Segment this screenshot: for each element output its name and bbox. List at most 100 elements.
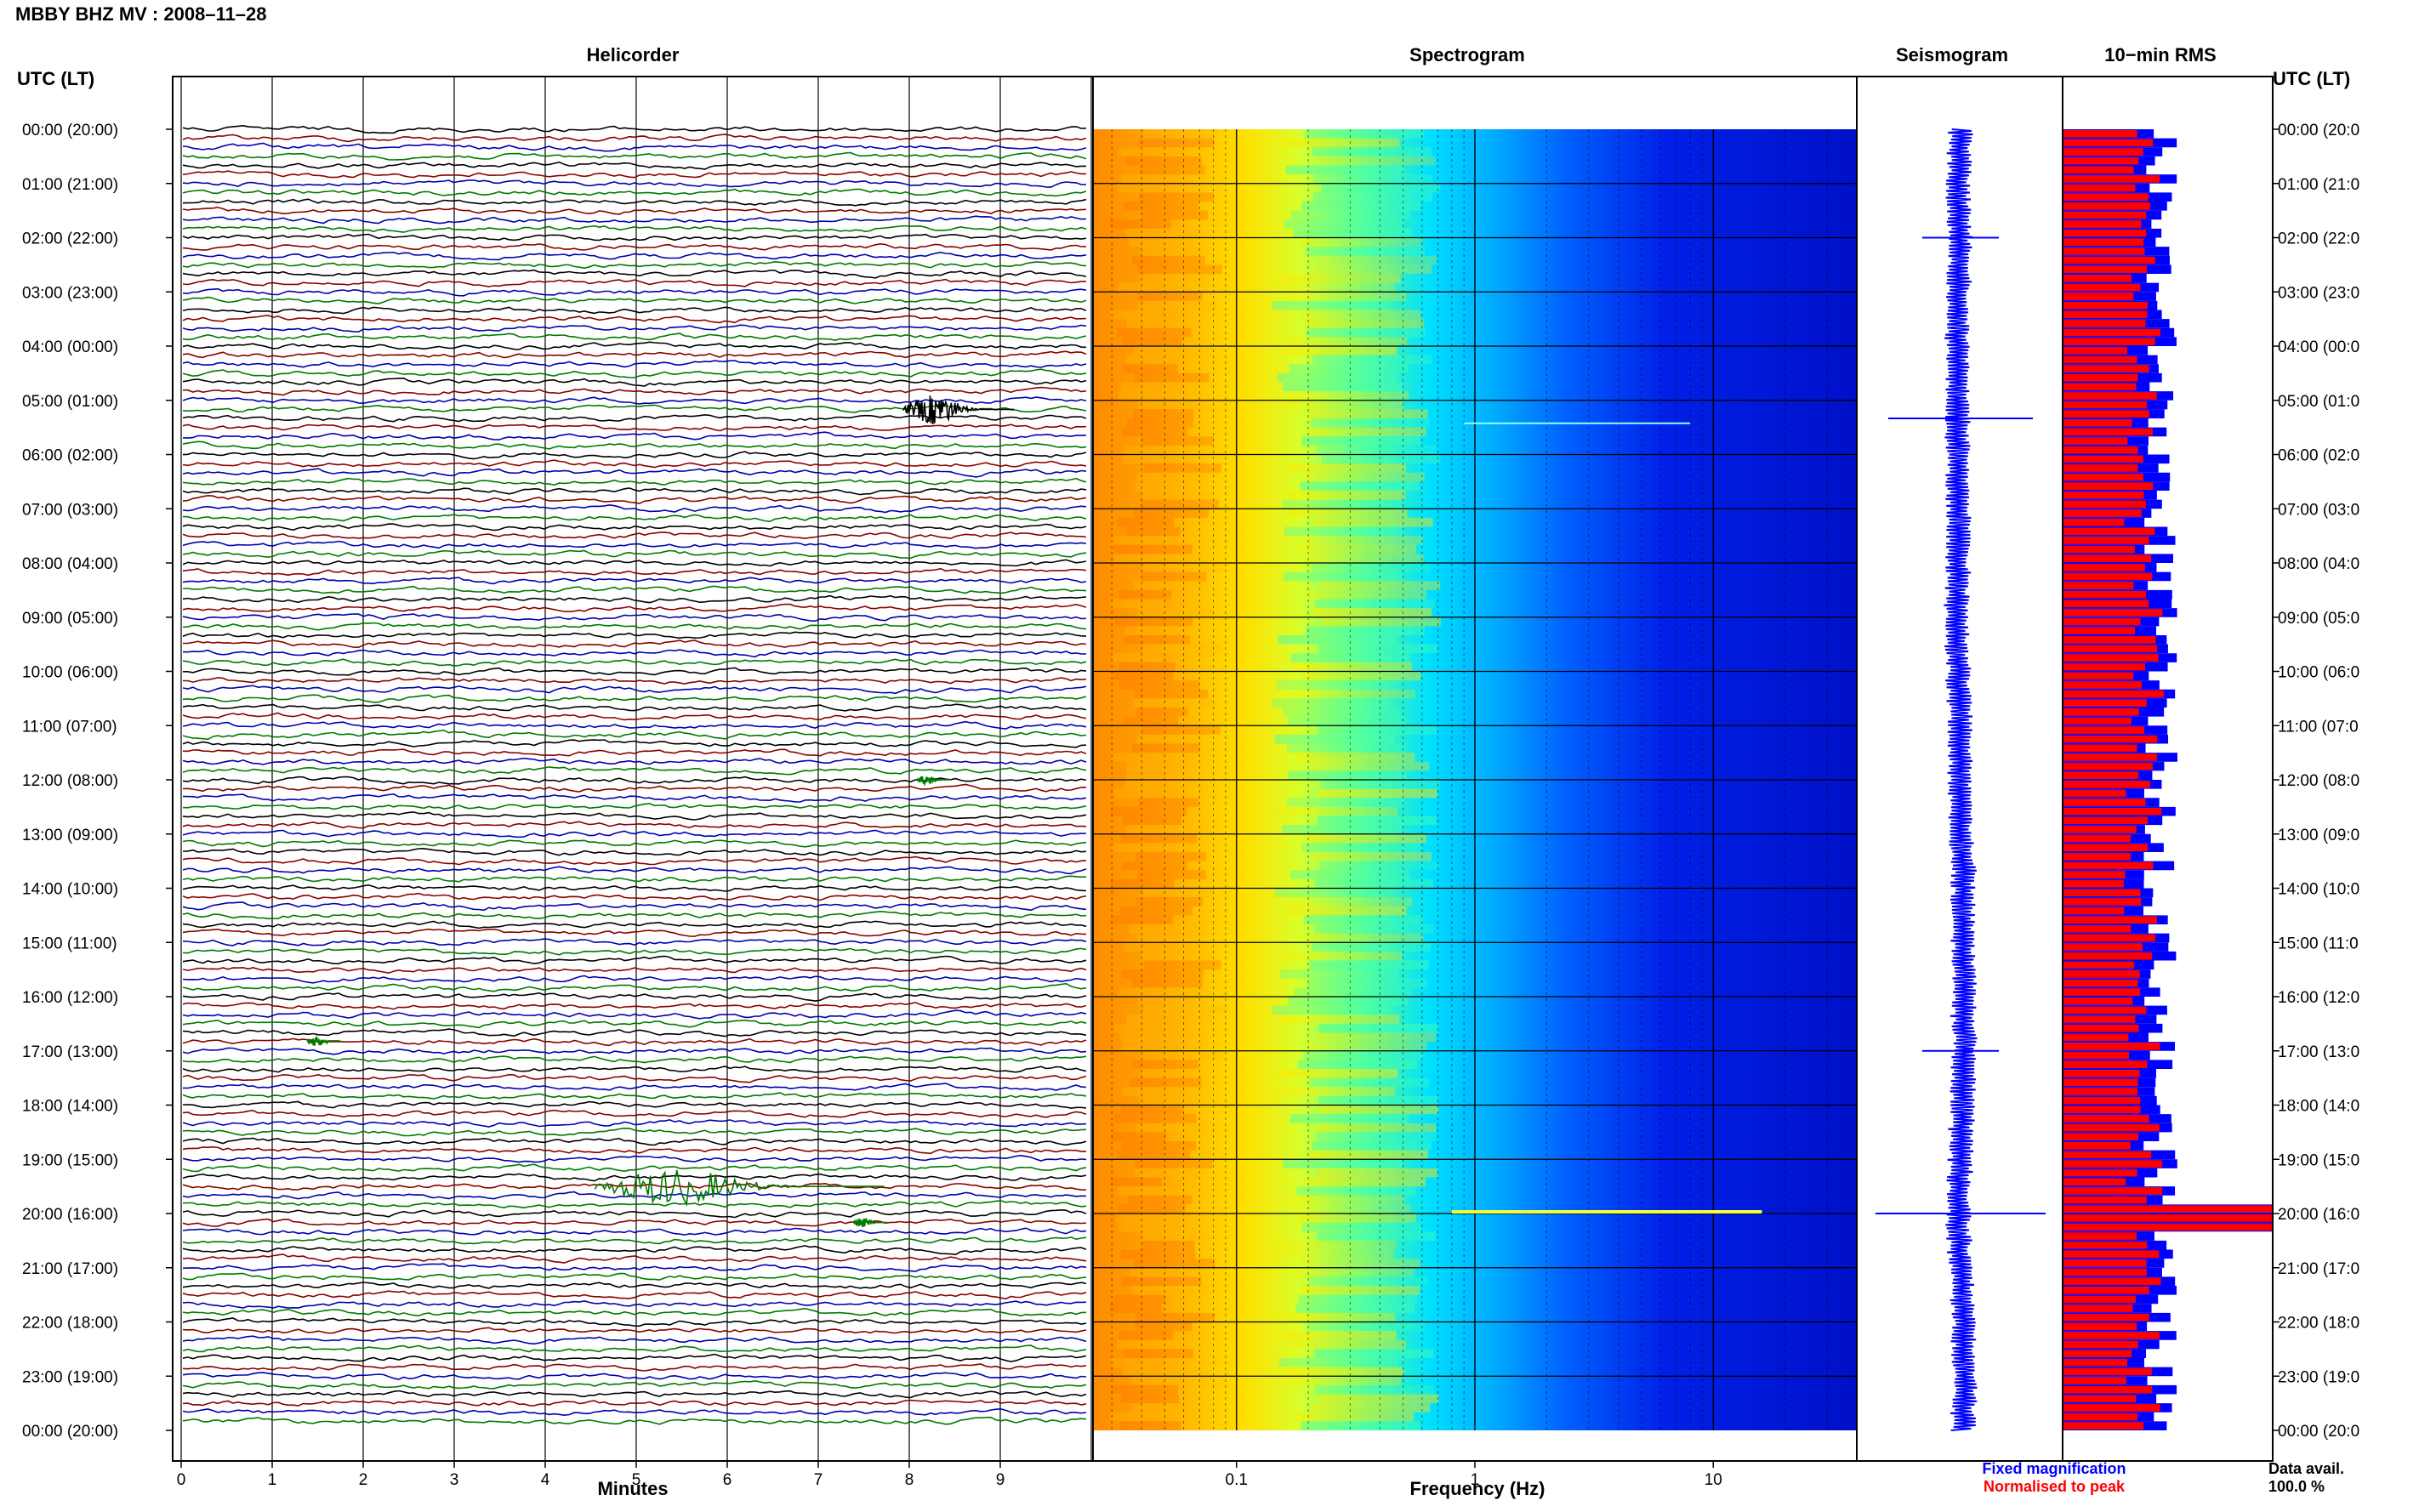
spectrogram-streak	[1283, 382, 1403, 392]
rms-bar-normalised	[2063, 681, 2142, 689]
spectrogram-streak	[1136, 870, 1206, 879]
spectrogram-streak	[1118, 517, 1175, 527]
rms-bar-normalised	[2063, 500, 2146, 509]
spectrogram-streak	[1318, 788, 1438, 799]
spectrogram-streak	[1135, 1168, 1204, 1178]
helicorder-trace	[182, 350, 1087, 359]
rms-bar-normalised	[2063, 166, 2134, 174]
helicorder-trace	[182, 1344, 1087, 1353]
helicorder-trace	[182, 1163, 1087, 1173]
time-label-left: 06:00 (02:00)	[22, 447, 118, 465]
helicorder-trace	[183, 667, 1087, 676]
helicorder-trace	[182, 729, 1087, 741]
helicorder-trace	[182, 884, 1087, 892]
spectrogram-streak	[1117, 327, 1192, 338]
rms-bar-normalised	[2063, 636, 2156, 644]
rms-bar-normalised	[2063, 617, 2141, 626]
spectrogram-streak	[1124, 780, 1204, 789]
rms-bar-normalised	[2063, 130, 2137, 138]
rms-bar-normalised	[2063, 1241, 2148, 1249]
rms-bar-normalised	[2063, 446, 2138, 454]
helicorder-trace	[183, 676, 1087, 685]
rms-bar-normalised	[2063, 1078, 2138, 1087]
spectrogram-streak	[1113, 1114, 1197, 1123]
spectrogram-streak	[1319, 861, 1439, 871]
spectrogram-streak	[1126, 319, 1200, 328]
helicorder-trace	[182, 514, 1087, 523]
rms-bar-normalised	[2063, 572, 2153, 581]
helicorder-trace	[182, 1227, 1087, 1236]
spectrogram-streak	[1118, 147, 1176, 156]
time-label-right: 08:00 (04:0	[2278, 555, 2359, 573]
spectrogram-streak	[1122, 1141, 1197, 1151]
x-axis-ticks: 0 1 2 3 4 5 6 7 8 9 0.1 1 10	[177, 1461, 1722, 1489]
spectrogram-streak	[1138, 138, 1215, 148]
rms-bar-normalised	[2063, 1268, 2147, 1276]
spectrogram-streak	[1113, 671, 1174, 681]
helicorder-x-tick-label: 5	[632, 1471, 641, 1489]
time-label-left: 18:00 (14:00)	[22, 1098, 118, 1116]
helicorder-trace	[182, 901, 1087, 912]
spectrogram-streak	[1317, 1231, 1437, 1241]
spectrogram-streak	[1116, 1214, 1176, 1223]
spectrogram-streak	[1117, 1150, 1191, 1160]
helicorder-x-tick-label: 8	[905, 1471, 914, 1489]
helicorder-trace	[182, 559, 1087, 567]
rms-bar-normalised	[2063, 564, 2145, 571]
rms-bar-normalised	[2063, 934, 2156, 942]
helicorder-trace	[182, 947, 1087, 956]
spectrogram-streak	[1311, 418, 1431, 428]
time-label-right: 00:00 (20:0	[2278, 122, 2359, 139]
rms-bar-normalised	[2063, 690, 2164, 698]
spectrogram-streak	[1286, 491, 1406, 500]
spectrogram-streak	[1309, 1077, 1429, 1088]
rms-bar-normalised	[2063, 338, 2155, 345]
rms-bar-normalised	[2063, 301, 2148, 310]
spectrogram-streak	[1124, 716, 1179, 726]
time-label-left: 07:00 (03:00)	[22, 501, 118, 519]
spectrogram-streak	[1314, 878, 1434, 889]
helicorder-trace	[182, 278, 1086, 287]
spectrogram-streak	[1110, 219, 1171, 229]
helicorder-trace	[182, 1290, 1087, 1300]
rms-bar-normalised	[2063, 600, 2149, 608]
helicorder-trace	[182, 549, 1087, 560]
spectrogram-streak	[1283, 951, 1403, 961]
helicorder-trace	[182, 1073, 1087, 1083]
helicorder-trace	[182, 1282, 1087, 1289]
spectrogram-streak	[1282, 499, 1402, 509]
spectrogram-streak	[1296, 689, 1416, 699]
helicorder-trace	[182, 639, 1087, 649]
spectrogram-streak	[1111, 1358, 1186, 1367]
spectrogram-streak	[1283, 1159, 1403, 1168]
helicorder-trace	[182, 982, 1087, 992]
spectrogram-streak	[1138, 798, 1199, 807]
helicorder-trace	[182, 631, 1087, 639]
rms-bar-normalised	[2063, 853, 2131, 861]
spectrogram-streak	[1118, 183, 1184, 193]
rms-bar-normalised	[2063, 238, 2144, 247]
rms-bar-normalised	[2063, 247, 2145, 255]
spectrogram-streak	[1142, 247, 1201, 256]
spectrogram-streak	[1276, 282, 1396, 293]
spectrogram-panel	[1093, 129, 1858, 1430]
rms-bar-normalised	[2063, 492, 2144, 499]
rms-bar-normalised	[2063, 1033, 2129, 1042]
helicorder-trace	[182, 477, 1087, 486]
rms-bar-normalised	[2063, 1377, 2126, 1384]
spectrogram-streak	[1303, 1050, 1423, 1060]
spectrogram-streak	[1113, 1023, 1188, 1033]
helicorder-trace	[182, 685, 1087, 695]
rms-bar-normalised	[2063, 708, 2139, 716]
time-label-left: 21:00 (17:00)	[22, 1260, 118, 1278]
rms-bar-normalised	[2063, 428, 2153, 436]
helicorder-trace	[182, 1200, 1087, 1209]
seismogram-title: Seismogram	[1896, 44, 2008, 65]
spectrogram-streak	[1132, 1376, 1190, 1385]
helicorder-trace	[182, 1372, 1087, 1380]
rms-bar-normalised	[2063, 283, 2141, 292]
helicorder-trace	[182, 142, 1087, 152]
rms-bar-normalised	[2063, 419, 2132, 427]
helicorder-trace	[182, 368, 1087, 378]
rms-bar-normalised	[2063, 1404, 2160, 1412]
